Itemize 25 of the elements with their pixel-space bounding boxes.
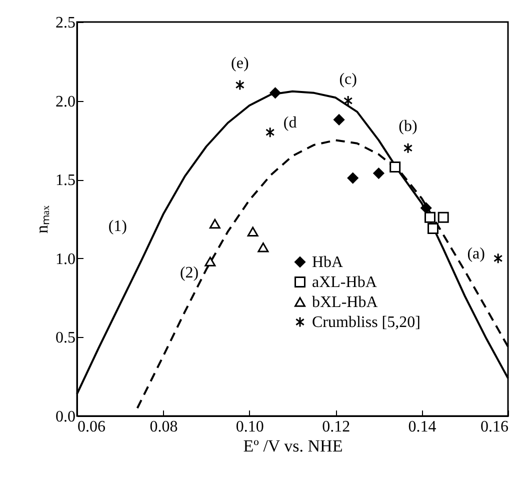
y-tick-label: 1.0 xyxy=(56,250,76,268)
x-tick-label: 0.12 xyxy=(322,418,350,436)
annotation: (2) xyxy=(180,264,199,282)
annotation: (1) xyxy=(108,218,127,235)
y-tick-label: 2.5 xyxy=(56,14,76,32)
y-tick-label: 0.5 xyxy=(56,330,76,347)
x-tick-label: 0.08 xyxy=(150,418,178,436)
legend-label: Crumbliss [5,20] xyxy=(312,314,420,331)
y-tick-label: 2.0 xyxy=(56,93,76,110)
annotation: (a) xyxy=(467,245,485,262)
y-tick-label: 1.5 xyxy=(56,172,76,190)
x-tick-label: 0.16 xyxy=(480,418,508,436)
x-tick-label: 0.10 xyxy=(236,418,264,436)
x-tick-label: 0.06 xyxy=(78,418,106,436)
x-tick-label: 0.14 xyxy=(408,418,436,436)
annotation: (c) xyxy=(339,70,357,88)
legend-label: bXL-HbA xyxy=(312,294,378,311)
legend-label: HbA xyxy=(312,254,344,271)
annotation: (d xyxy=(283,114,297,132)
x-axis-title: Eº /V vs. NHE xyxy=(243,436,343,456)
y-axis-title: nₘₐₓ xyxy=(32,205,52,234)
legend-label: aXL-HbA xyxy=(312,274,378,291)
annotation: (b) xyxy=(398,118,418,136)
annotation: (e) xyxy=(231,55,249,72)
y-tick-label: 0.0 xyxy=(56,408,76,426)
